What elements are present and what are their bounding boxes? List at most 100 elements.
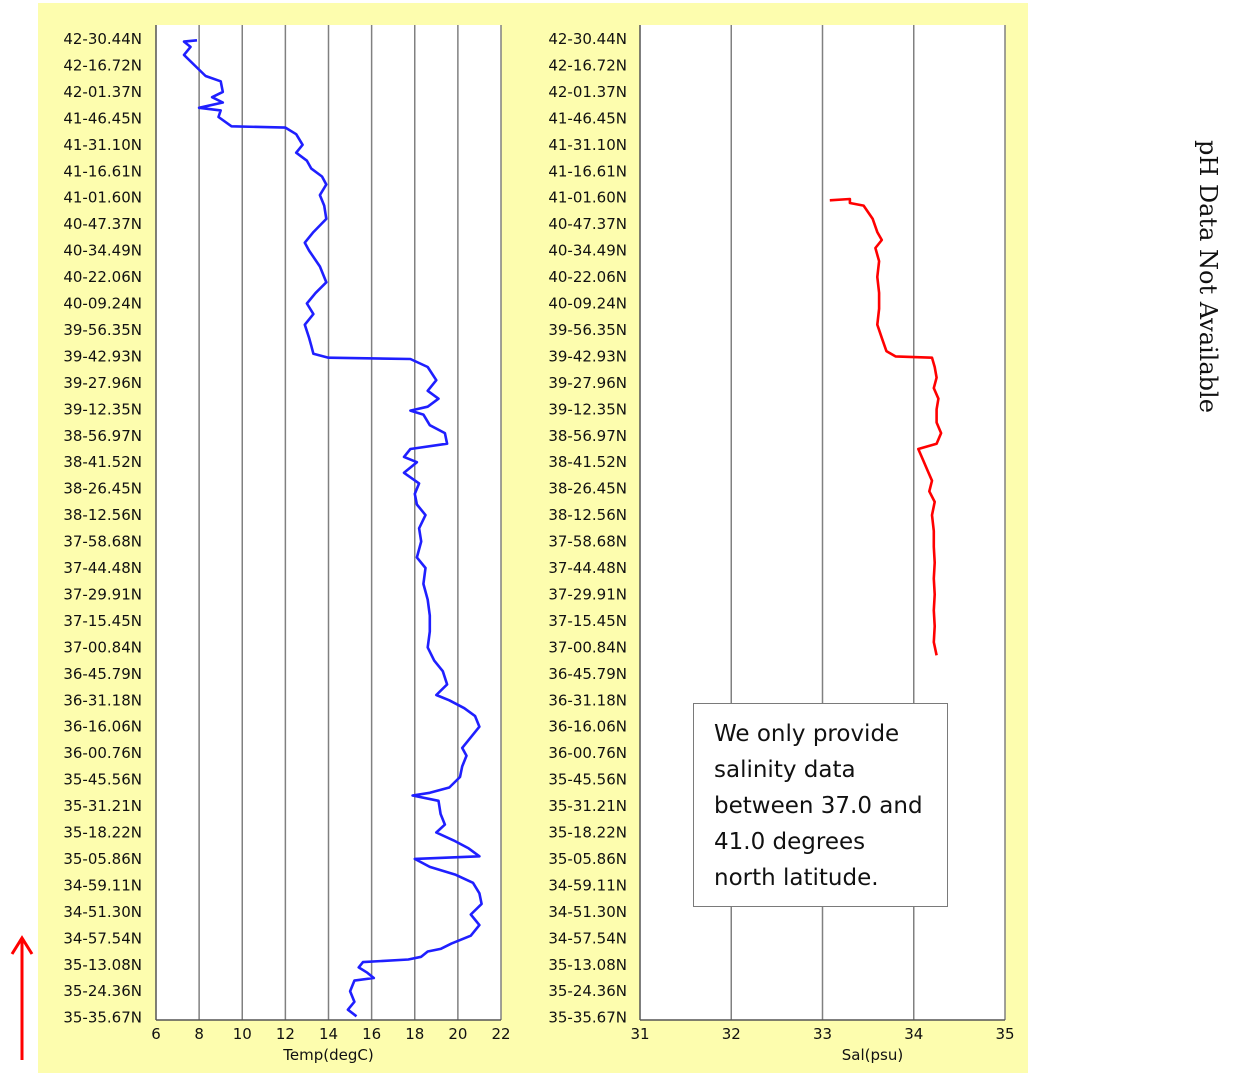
y-tick-label: 35-35.67N [63, 1009, 142, 1027]
x-tick-label: 12 [276, 1025, 295, 1043]
x-tick-label: 16 [362, 1025, 381, 1043]
y-tick-label: 39-56.35N [548, 321, 627, 339]
y-tick-label: 37-44.48N [548, 559, 627, 577]
y-tick-label: 35-45.56N [548, 771, 627, 789]
y-tick-label: 42-30.44N [63, 30, 142, 48]
salinity-note: We only provide salinity data between 37… [693, 703, 948, 907]
y-tick-label: 42-01.37N [63, 83, 142, 101]
x-tick-label: 31 [630, 1025, 649, 1043]
temp-chart: 6 8 10 12 14 16 18 20 22 Temp(degC) 42-30.44N 42-16… [63, 25, 511, 1064]
y-tick-label: 35-45.56N [63, 771, 142, 789]
y-tick-label: 38-56.97N [63, 427, 142, 445]
x-axis-title: Temp(degC) [282, 1046, 373, 1064]
y-tick-label: 41-16.61N [548, 162, 627, 180]
y-tick-label: 36-00.76N [548, 744, 627, 762]
y-tick-label: 39-27.96N [63, 374, 142, 392]
x-tick-label: 32 [722, 1025, 741, 1043]
y-tick-label: 39-27.96N [548, 374, 627, 392]
y-tick-label: 39-56.35N [63, 321, 142, 339]
y-tick-label: 37-15.45N [63, 612, 142, 630]
y-tick-label: 34-59.11N [63, 876, 142, 894]
x-tick-label: 6 [151, 1025, 161, 1043]
y-tick-label: 38-26.45N [63, 480, 142, 498]
y-tick-label: 37-29.91N [63, 585, 142, 603]
temp-series-line [182, 39, 483, 1018]
y-tick-label: 35-13.08N [63, 956, 142, 974]
note-line: north latitude. [714, 865, 879, 891]
y-tick-label: 36-16.06N [548, 718, 627, 736]
y-tick-label: 40-22.06N [548, 268, 627, 286]
ph-unavailable-label: pH Data Not Available [1168, 140, 1233, 440]
y-tick-label: 38-56.97N [548, 427, 627, 445]
y-tick-label: 37-58.68N [548, 533, 627, 551]
note-line: between 37.0 and [714, 793, 923, 819]
y-tick-label: 39-12.35N [63, 400, 142, 418]
x-tick-label: 33 [813, 1025, 832, 1043]
y-tick-label: 36-45.79N [63, 665, 142, 683]
y-tick-label: 40-47.37N [63, 215, 142, 233]
y-tick-label: 34-51.30N [548, 903, 627, 921]
y-tick-label: 35-35.67N [548, 1009, 627, 1027]
y-tick-label: 35-05.86N [63, 850, 142, 868]
x-tick-label: 10 [233, 1025, 252, 1043]
y-tick-label: 37-00.84N [63, 638, 142, 656]
y-tick-label: 41-16.61N [63, 162, 142, 180]
y-tick-label: 34-57.54N [548, 929, 627, 947]
y-tick-label: 41-46.45N [548, 109, 627, 127]
y-tick-label: 35-31.21N [63, 797, 142, 815]
y-tick-label: 40-09.24N [548, 295, 627, 313]
y-tick-label: 38-26.45N [548, 480, 627, 498]
y-tick-label: 36-16.06N [63, 718, 142, 736]
y-tick-label: 42-16.72N [63, 56, 142, 74]
y-tick-label: 35-31.21N [548, 797, 627, 815]
y-tick-label: 38-41.52N [63, 453, 142, 471]
y-tick-label: 39-12.35N [548, 400, 627, 418]
note-line: salinity data [714, 757, 856, 783]
y-tick-label: 36-45.79N [548, 665, 627, 683]
up-arrow-icon [10, 935, 34, 1060]
note-line: 41.0 degrees [714, 829, 866, 855]
y-tick-label: 42-01.37N [548, 83, 627, 101]
y-tick-label: 37-44.48N [63, 559, 142, 577]
y-tick-label: 37-29.91N [548, 585, 627, 603]
y-tick-label: 34-51.30N [63, 903, 142, 921]
y-tick-label: 35-18.22N [63, 824, 142, 842]
y-tick-label: 41-01.60N [548, 189, 627, 207]
y-tick-label: 36-31.18N [548, 691, 627, 709]
y-tick-label: 37-15.45N [548, 612, 627, 630]
x-tick-label: 34 [904, 1025, 923, 1043]
y-tick-label: 35-13.08N [548, 956, 627, 974]
sal-chart: 31 32 33 34 35 Sal(psu) 42-30.44N 42-16.72N 42-0… [548, 25, 1015, 1064]
x-tick-label: 35 [995, 1025, 1014, 1043]
x-axis-title: Sal(psu) [842, 1046, 903, 1064]
y-tick-label: 40-34.49N [63, 242, 142, 260]
y-tick-label: 41-01.60N [63, 189, 142, 207]
y-tick-label: 35-24.36N [548, 982, 627, 1000]
ph-unavailable-text: pH Data Not Available [1194, 140, 1222, 413]
y-tick-label: 40-47.37N [548, 215, 627, 233]
x-tick-label: 18 [405, 1025, 424, 1043]
y-tick-label: 39-42.93N [548, 347, 627, 365]
x-tick-label: 22 [491, 1025, 510, 1043]
y-tick-label: 34-59.11N [548, 876, 627, 894]
sal-series-line [829, 197, 943, 656]
y-tick-label: 37-58.68N [63, 533, 142, 551]
y-tick-label: 40-09.24N [63, 295, 142, 313]
y-tick-label: 41-31.10N [63, 136, 142, 154]
y-tick-label: 36-00.76N [63, 744, 142, 762]
note-line: We only provide [714, 721, 900, 747]
y-tick-label: 38-41.52N [548, 453, 627, 471]
y-tick-label: 37-00.84N [548, 638, 627, 656]
y-tick-label: 40-34.49N [548, 242, 627, 260]
y-tick-label: 35-18.22N [548, 824, 627, 842]
y-tick-label: 41-46.45N [63, 109, 142, 127]
x-tick-label: 14 [319, 1025, 338, 1043]
y-tick-label: 34-57.54N [63, 929, 142, 947]
y-tick-label: 39-42.93N [63, 347, 142, 365]
y-tick-label: 42-16.72N [548, 56, 627, 74]
y-tick-label: 35-05.86N [548, 850, 627, 868]
y-tick-label: 35-24.36N [63, 982, 142, 1000]
y-tick-label: 38-12.56N [548, 506, 627, 524]
x-tick-label: 20 [448, 1025, 467, 1043]
